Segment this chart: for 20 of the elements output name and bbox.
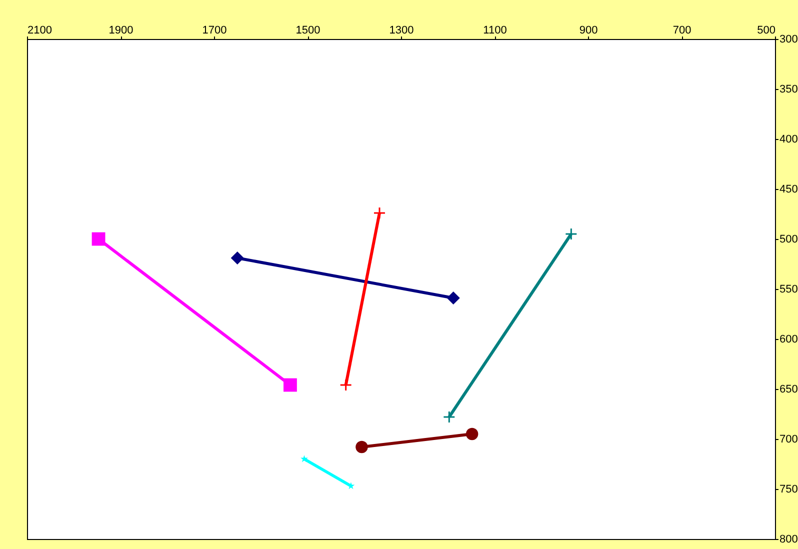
y-tick-label: 700	[780, 434, 798, 446]
x-tick-label: 700	[672, 24, 692, 36]
x-tick-label: 1700	[202, 24, 227, 36]
y-tick-label: 600	[780, 334, 798, 346]
y-tick-label: 800	[780, 534, 798, 546]
x-tick-label: 1900	[108, 24, 134, 36]
x-tick-label: 900	[579, 24, 598, 36]
y-tick-label: 350	[780, 84, 798, 96]
y-tick-label: 750	[780, 484, 798, 496]
y-tick-label: 450	[780, 184, 798, 196]
x-tick-label: 500	[757, 24, 776, 36]
y-tick-label: 500	[780, 234, 798, 246]
x-tick-label: 1500	[296, 24, 320, 36]
y-tick-label: 300	[780, 34, 798, 46]
y-tick-label: 550	[780, 284, 798, 296]
y-tick-label: 400	[780, 134, 798, 146]
y-tick-label: 650	[780, 384, 798, 396]
x-tick-label: 2100	[28, 24, 52, 36]
x-tick-label: 1300	[389, 24, 414, 36]
x-tick-label: 1100	[483, 24, 507, 36]
